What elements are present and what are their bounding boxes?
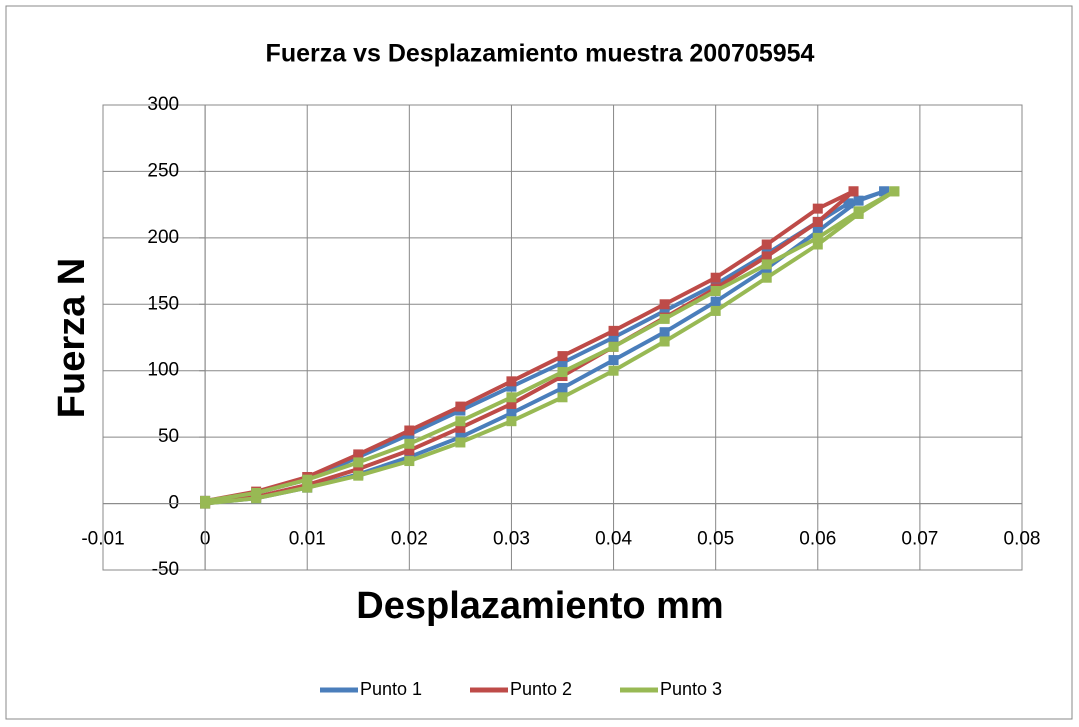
point: [853, 195, 864, 206]
point: [302, 482, 313, 493]
x-tick-label: 0.05: [697, 529, 734, 550]
point: [506, 381, 517, 392]
point: [353, 470, 364, 481]
x-tick-label: 0.04: [595, 529, 632, 550]
point: [353, 464, 364, 475]
point: [608, 332, 619, 343]
y-tick-label: 50: [158, 426, 179, 447]
point: [455, 401, 466, 412]
point: [659, 327, 670, 338]
point: [659, 336, 670, 347]
point: [353, 457, 364, 468]
legend-label: Punto 3: [660, 679, 722, 699]
point: [761, 251, 772, 262]
point: [455, 422, 466, 433]
point: [557, 367, 568, 378]
point: [843, 198, 854, 209]
point: [812, 232, 823, 243]
point: [812, 226, 823, 237]
y-tick-label: -50: [152, 559, 179, 580]
point: [557, 357, 568, 368]
point: [506, 392, 517, 403]
y-tick-label: 150: [147, 293, 179, 314]
point: [608, 355, 619, 366]
point: [761, 239, 772, 250]
point: [404, 445, 415, 456]
point: [889, 186, 900, 197]
point: [608, 325, 619, 336]
point: [659, 299, 670, 310]
point: [812, 216, 823, 227]
point: [761, 272, 772, 283]
point: [506, 398, 517, 409]
point: [848, 186, 859, 197]
point: [853, 206, 864, 217]
chart-title: Fuerza vs Desplazamiento muestra 2007059…: [266, 40, 815, 68]
point: [608, 365, 619, 376]
x-tick-label: 0.06: [799, 529, 836, 550]
point: [659, 313, 670, 324]
y-tick-label: 100: [147, 360, 179, 381]
point: [710, 296, 721, 307]
point: [200, 495, 211, 506]
point: [812, 203, 823, 214]
point: [557, 382, 568, 393]
point: [404, 456, 415, 467]
point: [455, 437, 466, 448]
point: [404, 438, 415, 449]
point: [455, 416, 466, 427]
y-tick-label: 200: [147, 227, 179, 248]
x-tick-label: 0.07: [901, 529, 938, 550]
chart-border: [5, 5, 1073, 720]
point: [506, 408, 517, 419]
point: [659, 305, 670, 316]
point: [251, 493, 262, 504]
point: [302, 474, 313, 485]
point: [251, 487, 262, 498]
point: [608, 341, 619, 352]
point: [404, 425, 415, 436]
point: [557, 351, 568, 362]
point: [557, 392, 568, 403]
point: [879, 186, 890, 197]
point: [812, 239, 823, 250]
x-tick-label: 0.08: [1004, 529, 1041, 550]
point: [710, 305, 721, 316]
point: [710, 272, 721, 283]
y-tick-label: 300: [147, 94, 179, 115]
point: [710, 286, 721, 296]
x-tick-label: 0.02: [391, 529, 428, 550]
point: [506, 376, 517, 387]
x-tick-label: -0.01: [81, 529, 124, 550]
x-axis-label: Desplazamiento mm: [356, 585, 723, 627]
point: [506, 416, 517, 427]
point: [353, 449, 364, 460]
legend-label: Punto 1: [360, 679, 422, 699]
x-tick-label: 0.03: [493, 529, 530, 550]
point: [761, 259, 772, 270]
point: [455, 432, 466, 443]
legend-label: Punto 2: [510, 679, 572, 699]
y-axis-label: Fuerza N: [51, 258, 93, 418]
y-tick-label: 250: [147, 160, 179, 181]
x-tick-label: 0.01: [289, 529, 326, 550]
